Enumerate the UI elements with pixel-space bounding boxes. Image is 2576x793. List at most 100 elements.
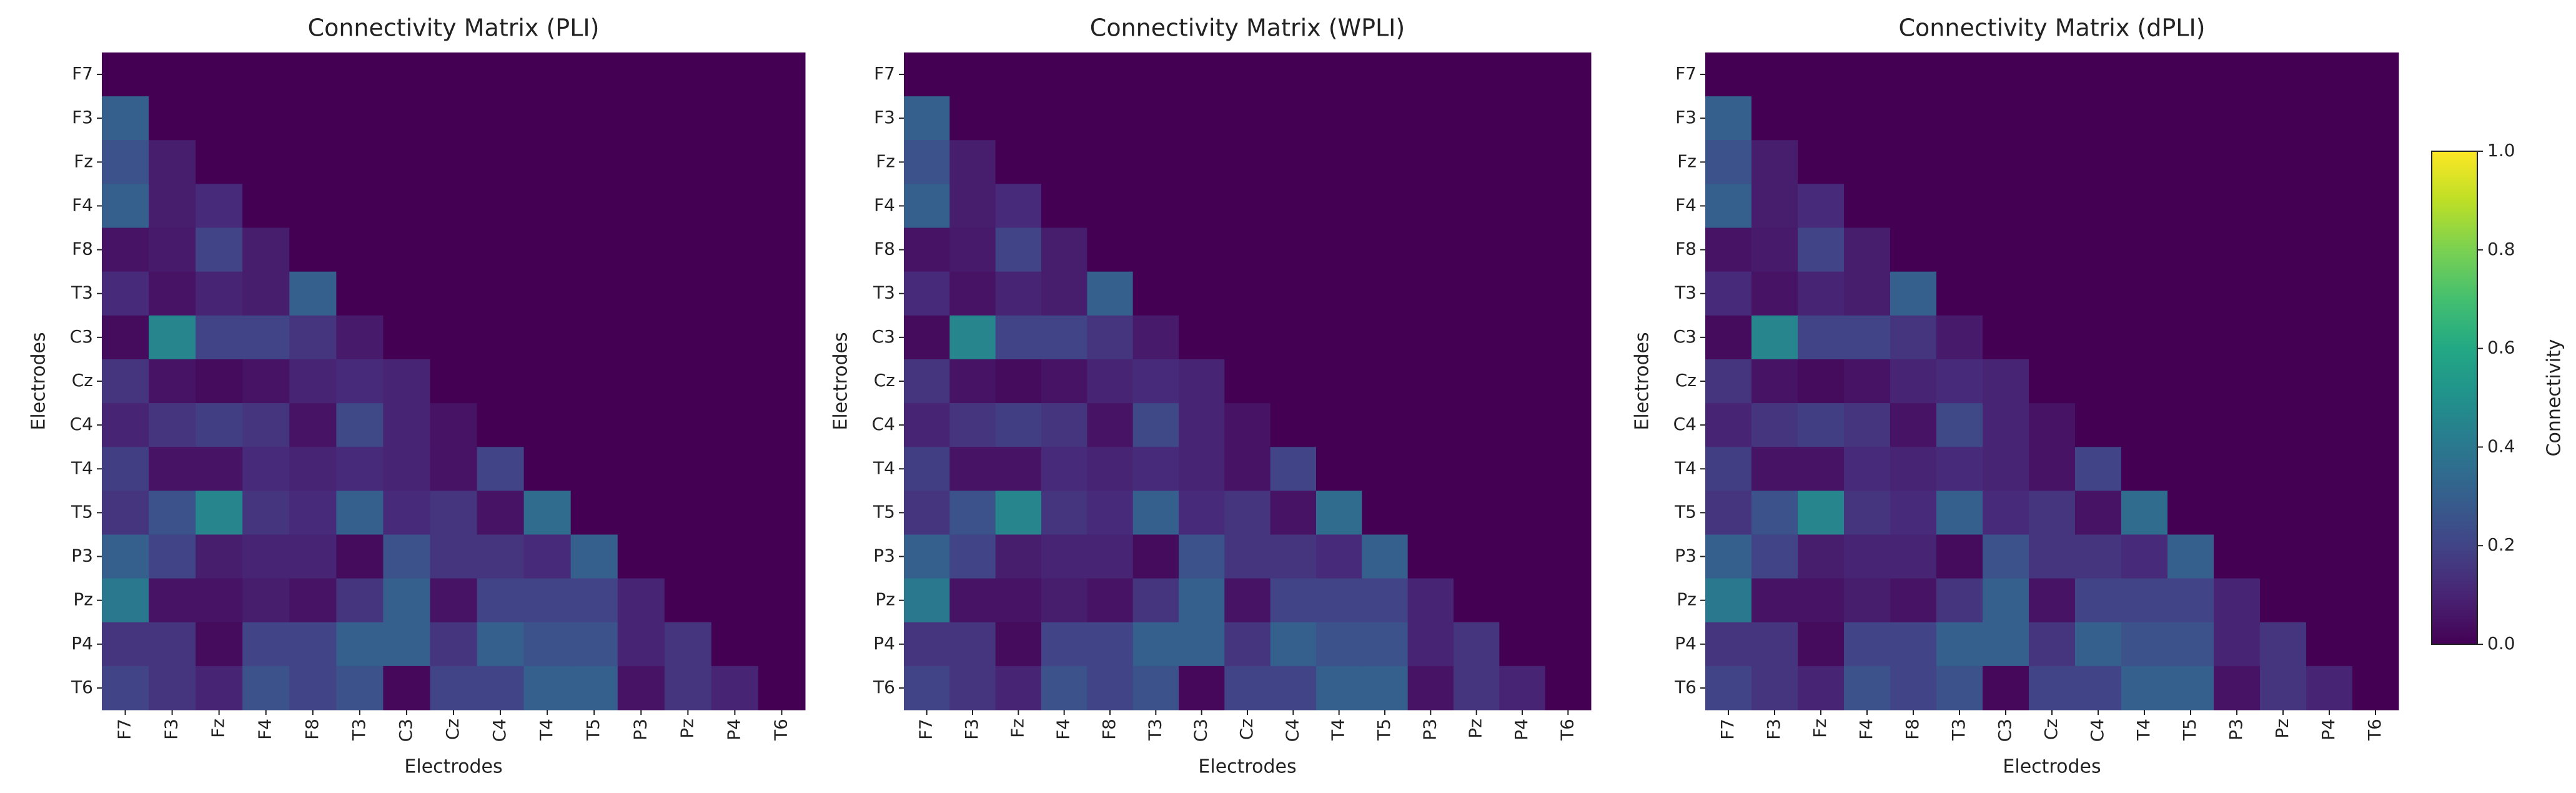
heatmap-cell bbox=[1751, 666, 1798, 711]
heatmap-cell bbox=[1454, 622, 1500, 667]
x-tick-label: F7 bbox=[1717, 719, 1738, 740]
y-tick-label: P4 bbox=[1675, 633, 1697, 654]
heatmap-cell bbox=[711, 403, 759, 447]
heatmap-cell bbox=[289, 491, 337, 535]
heatmap-cell bbox=[383, 666, 430, 711]
heatmap-cell bbox=[2214, 578, 2261, 623]
y-tick-label: C3 bbox=[1673, 326, 1697, 347]
x-tick-label: Fz bbox=[208, 719, 229, 738]
heatmap-cell bbox=[2075, 403, 2122, 447]
heatmap-cell bbox=[477, 52, 525, 97]
heatmap-cell bbox=[149, 622, 196, 667]
heatmap-cell bbox=[383, 227, 430, 272]
heatmap-cell bbox=[1983, 271, 2029, 316]
heatmap-cell bbox=[430, 271, 478, 316]
heatmap-cell bbox=[664, 534, 712, 579]
heatmap-cell bbox=[1316, 534, 1362, 579]
heatmap-cell bbox=[2121, 622, 2168, 667]
heatmap-cell bbox=[523, 534, 572, 579]
heatmap-cell bbox=[995, 534, 1042, 579]
heatmap-cell bbox=[2075, 534, 2122, 579]
heatmap-cell bbox=[430, 359, 478, 404]
heatmap-cell bbox=[1545, 447, 1592, 491]
heatmap-cell bbox=[1087, 140, 1134, 184]
heatmap-cell bbox=[904, 140, 950, 184]
heatmap-cell bbox=[2352, 666, 2399, 711]
heatmap-cell bbox=[1179, 403, 1225, 447]
heatmap-cell bbox=[1751, 52, 1798, 97]
heatmap-cell bbox=[1362, 227, 1409, 272]
heatmap-cell bbox=[1179, 227, 1225, 272]
heatmap-cell bbox=[1751, 359, 1798, 404]
heatmap-cell bbox=[1362, 534, 1409, 579]
heatmap-cell bbox=[289, 578, 337, 623]
y-tick-label: C3 bbox=[70, 326, 93, 347]
heatmap-cell bbox=[1936, 447, 1983, 491]
heatmap-cell bbox=[2075, 666, 2122, 711]
heatmap-cell bbox=[2352, 491, 2399, 535]
x-tick-label: T6 bbox=[2364, 719, 2385, 741]
heatmap-cell bbox=[149, 52, 196, 97]
heatmap-cell bbox=[1179, 447, 1225, 491]
heatmap-cell bbox=[1407, 491, 1454, 535]
heatmap-cell bbox=[1499, 534, 1546, 579]
heatmap-cell bbox=[1844, 534, 1891, 579]
heatmap-cell bbox=[430, 227, 478, 272]
heatmap-cell bbox=[570, 534, 618, 579]
heatmap-cell bbox=[336, 96, 384, 141]
heatmap-cell bbox=[1407, 52, 1454, 97]
y-tick-label: F4 bbox=[874, 194, 895, 215]
heatmap-cell bbox=[1936, 96, 1983, 141]
y-tick-label: C4 bbox=[70, 414, 93, 434]
heatmap-cell bbox=[1705, 359, 1752, 404]
heatmap-cell bbox=[2167, 666, 2214, 711]
heatmap-cell bbox=[336, 491, 384, 535]
x-tick-label: P4 bbox=[1511, 719, 1532, 741]
y-tick-label: C3 bbox=[872, 326, 895, 347]
heatmap-cell bbox=[1270, 359, 1317, 404]
heatmap-cell bbox=[1499, 359, 1546, 404]
heatmap-cell bbox=[949, 447, 996, 491]
y-axis-label: Electrodes bbox=[830, 332, 852, 430]
heatmap-cell bbox=[430, 534, 478, 579]
heatmap-cell bbox=[336, 140, 384, 184]
heatmap-cell bbox=[523, 184, 572, 229]
heatmap-cell bbox=[2214, 140, 2261, 184]
heatmap-cell bbox=[949, 534, 996, 579]
heatmap-cell bbox=[2121, 578, 2168, 623]
heatmap-cell bbox=[1179, 491, 1225, 535]
heatmap-cell bbox=[2167, 622, 2214, 667]
heatmap-cell bbox=[1890, 227, 1937, 272]
heatmap-cell bbox=[1316, 315, 1362, 360]
heatmap-cell bbox=[430, 578, 478, 623]
heatmap-cell bbox=[1270, 315, 1317, 360]
heatmap-cell bbox=[383, 140, 430, 184]
heatmap-cell bbox=[2075, 140, 2122, 184]
heatmap-cell bbox=[2306, 491, 2353, 535]
heatmap-cell bbox=[1316, 447, 1362, 491]
heatmap-cell bbox=[1407, 140, 1454, 184]
heatmap-cell bbox=[1132, 666, 1179, 711]
heatmap-cell bbox=[1545, 359, 1592, 404]
heatmap-cell bbox=[383, 184, 430, 229]
heatmap-cell bbox=[1362, 622, 1409, 667]
heatmap-cell bbox=[242, 447, 290, 491]
heatmap-cell bbox=[617, 184, 665, 229]
heatmap-cell bbox=[523, 315, 572, 360]
heatmap-cell bbox=[1499, 184, 1546, 229]
heatmap-cell bbox=[2214, 227, 2261, 272]
heatmap-cell bbox=[477, 534, 525, 579]
heatmap-cell bbox=[2260, 96, 2307, 141]
heatmap-cell bbox=[477, 491, 525, 535]
heatmap-cell bbox=[383, 359, 430, 404]
heatmap-cell bbox=[1844, 403, 1891, 447]
y-tick-label: Fz bbox=[74, 151, 93, 171]
heatmap-cell bbox=[617, 578, 665, 623]
heatmap-cell bbox=[1545, 666, 1592, 711]
heatmap-cell bbox=[1751, 622, 1798, 667]
heatmap-cell bbox=[995, 96, 1042, 141]
heatmap-cell bbox=[1545, 184, 1592, 229]
heatmap-cell bbox=[477, 315, 525, 360]
heatmap-cell bbox=[1132, 578, 1179, 623]
